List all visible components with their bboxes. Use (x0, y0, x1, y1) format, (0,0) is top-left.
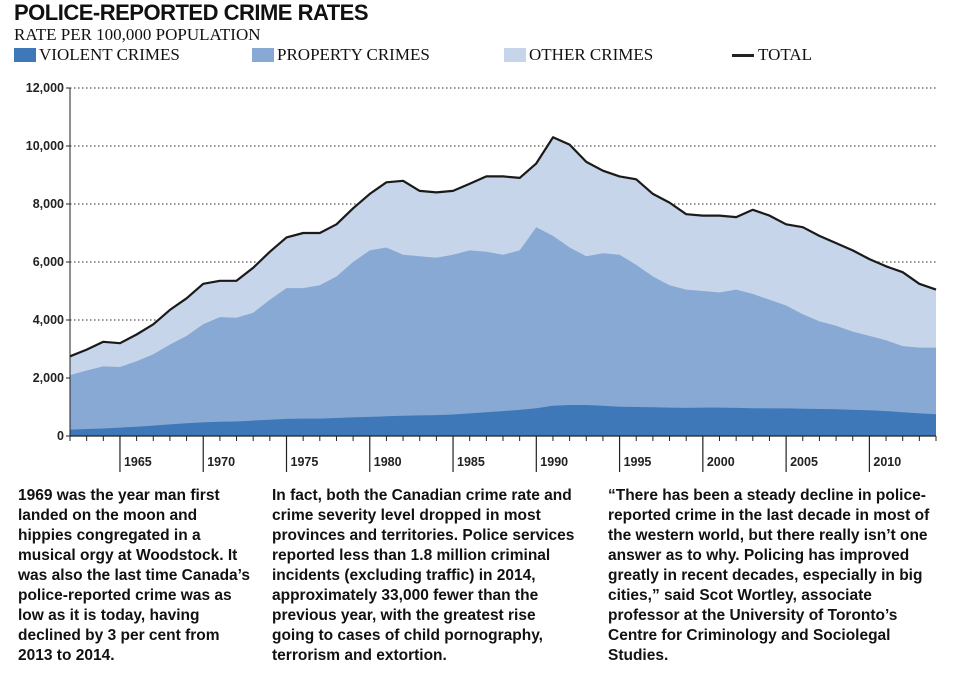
y-tick-label-0: 0 (57, 429, 64, 443)
annotation-1969: 1969 was the year man first landed on th… (18, 487, 251, 664)
legend-swatch-violent (14, 48, 36, 62)
legend-swatch-other (504, 48, 526, 62)
axes (66, 87, 937, 472)
legend-item-other: OTHER CRIMES (504, 45, 653, 65)
legend-item-violent: VIOLENT CRIMES (14, 45, 180, 65)
x-tick-label-1995: 1995 (624, 455, 652, 469)
legend-swatch-total (732, 53, 754, 57)
x-tick-label-1975: 1975 (291, 455, 319, 469)
y-tick-label-8000: 8,000 (33, 197, 64, 211)
legend-label-other: OTHER CRIMES (529, 45, 654, 64)
x-tick-label-2010: 2010 (873, 455, 901, 469)
y-tick-label-2000: 2,000 (33, 371, 64, 385)
legend-label-property: PROPERTY CRIMES (277, 45, 430, 64)
area-property-crimes (70, 227, 936, 436)
y-tick-label-12000: 12,000 (26, 81, 64, 95)
area-violent-crimes (70, 405, 936, 436)
y-tick-label-10000: 10,000 (26, 139, 64, 153)
x-tick-label-1985: 1985 (457, 455, 485, 469)
legend-swatch-property (252, 48, 274, 62)
chart-title: POLICE-REPORTED CRIME RATES (14, 0, 369, 25)
x-tick-label-1980: 1980 (374, 455, 402, 469)
x-tick-label-1990: 1990 (540, 455, 568, 469)
legend-label-total: TOTAL (758, 45, 813, 64)
legend-item-total: TOTAL (732, 45, 812, 65)
legend-label-violent: VIOLENT CRIMES (39, 45, 180, 64)
area-layers (69, 136, 937, 437)
x-tick-label-1970: 1970 (207, 455, 235, 469)
y-tick-label-4000: 4,000 (33, 313, 64, 327)
annotation-crime-severity: In fact, both the Canadian crime rate an… (272, 487, 575, 664)
crime-rate-chart: 0 2,000 4,000 6,000 8,000 10,000 12,000 1965 197… (26, 81, 937, 472)
line-total (69, 136, 937, 358)
chart-subtitle: RATE PER 100,000 POPULATION (14, 25, 261, 44)
annotation-quote: “There has been a steady decline in poli… (608, 487, 930, 664)
x-tick-label-2005: 2005 (790, 455, 818, 469)
legend-item-property: PROPERTY CRIMES (252, 45, 430, 65)
y-tick-label-6000: 6,000 (33, 255, 64, 269)
tick-labels: 0 2,000 4,000 6,000 8,000 10,000 12,000 1965 197… (26, 81, 901, 469)
x-tick-label-2000: 2000 (707, 455, 735, 469)
x-tick-label-1965: 1965 (124, 455, 152, 469)
